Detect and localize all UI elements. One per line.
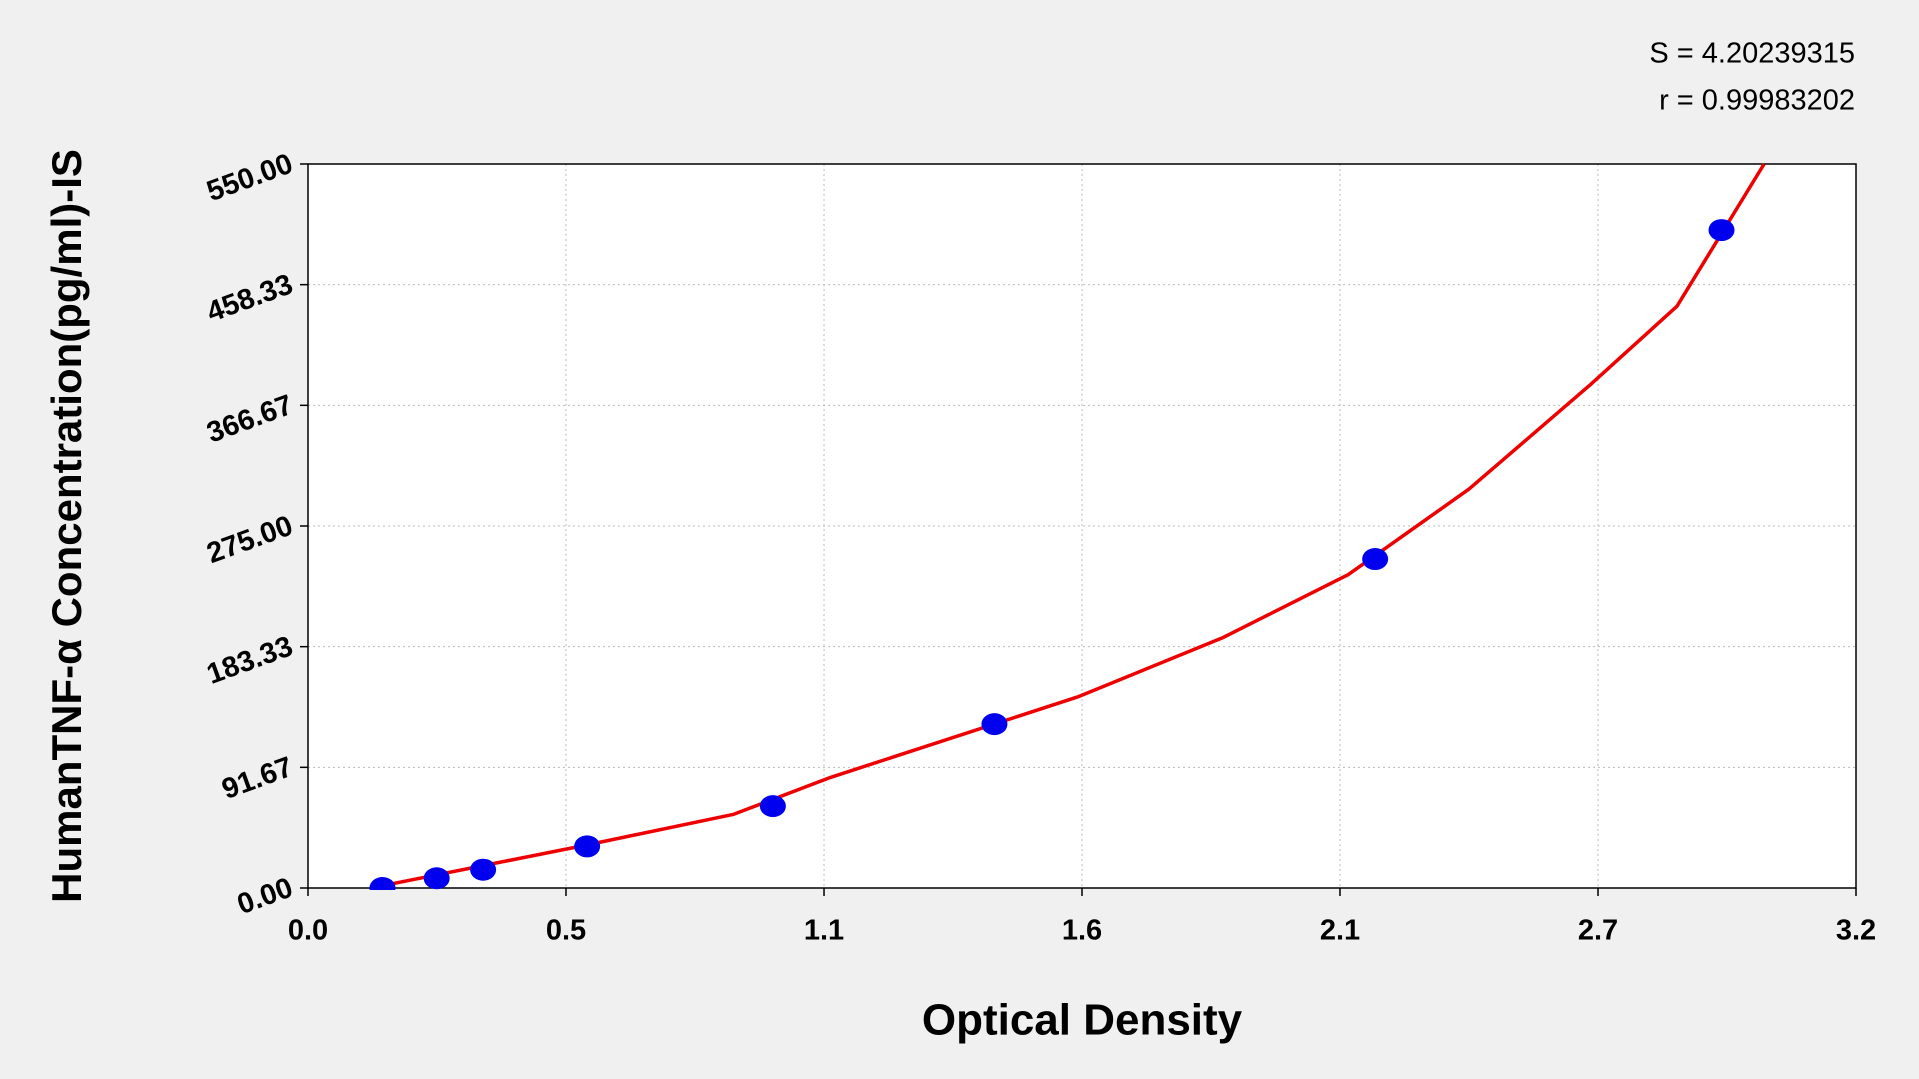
plot-frame	[307, 163, 1857, 889]
fit-curve	[370, 163, 1766, 890]
plot-layer	[369, 163, 1766, 890]
data-point	[423, 867, 450, 890]
y-tick-label: 91.67	[218, 751, 297, 806]
data-point	[1708, 219, 1735, 242]
x-tick-label: 0.0	[288, 915, 328, 947]
data-point	[759, 795, 786, 818]
x-tick-label: 3.2	[1836, 915, 1876, 947]
x-axis-title: Optical Density	[922, 996, 1243, 1045]
y-tick-label: 550.00	[203, 148, 297, 208]
x-tick-label: 0.5	[546, 915, 586, 947]
data-point	[1362, 548, 1389, 571]
data-point	[369, 877, 396, 890]
data-point	[470, 858, 497, 881]
y-tick-label: 183.33	[203, 630, 297, 690]
x-tick-label: 1.6	[1062, 915, 1102, 947]
y-tick-label: 366.67	[203, 389, 297, 449]
y-tick-label: 458.33	[203, 268, 297, 328]
y-axis-title: HumanTNF-α Concentration(pg/ml)-IS	[43, 149, 90, 903]
y-tick-label: 275.00	[203, 510, 297, 570]
annotation: r = 0.99983202	[1659, 85, 1855, 117]
x-tick-label: 2.7	[1578, 915, 1618, 947]
annotation: S = 4.20239315	[1649, 38, 1855, 70]
x-tick-label: 1.1	[804, 915, 844, 947]
x-tick-label: 2.1	[1320, 915, 1360, 947]
data-point	[981, 713, 1008, 736]
data-point	[574, 835, 601, 858]
